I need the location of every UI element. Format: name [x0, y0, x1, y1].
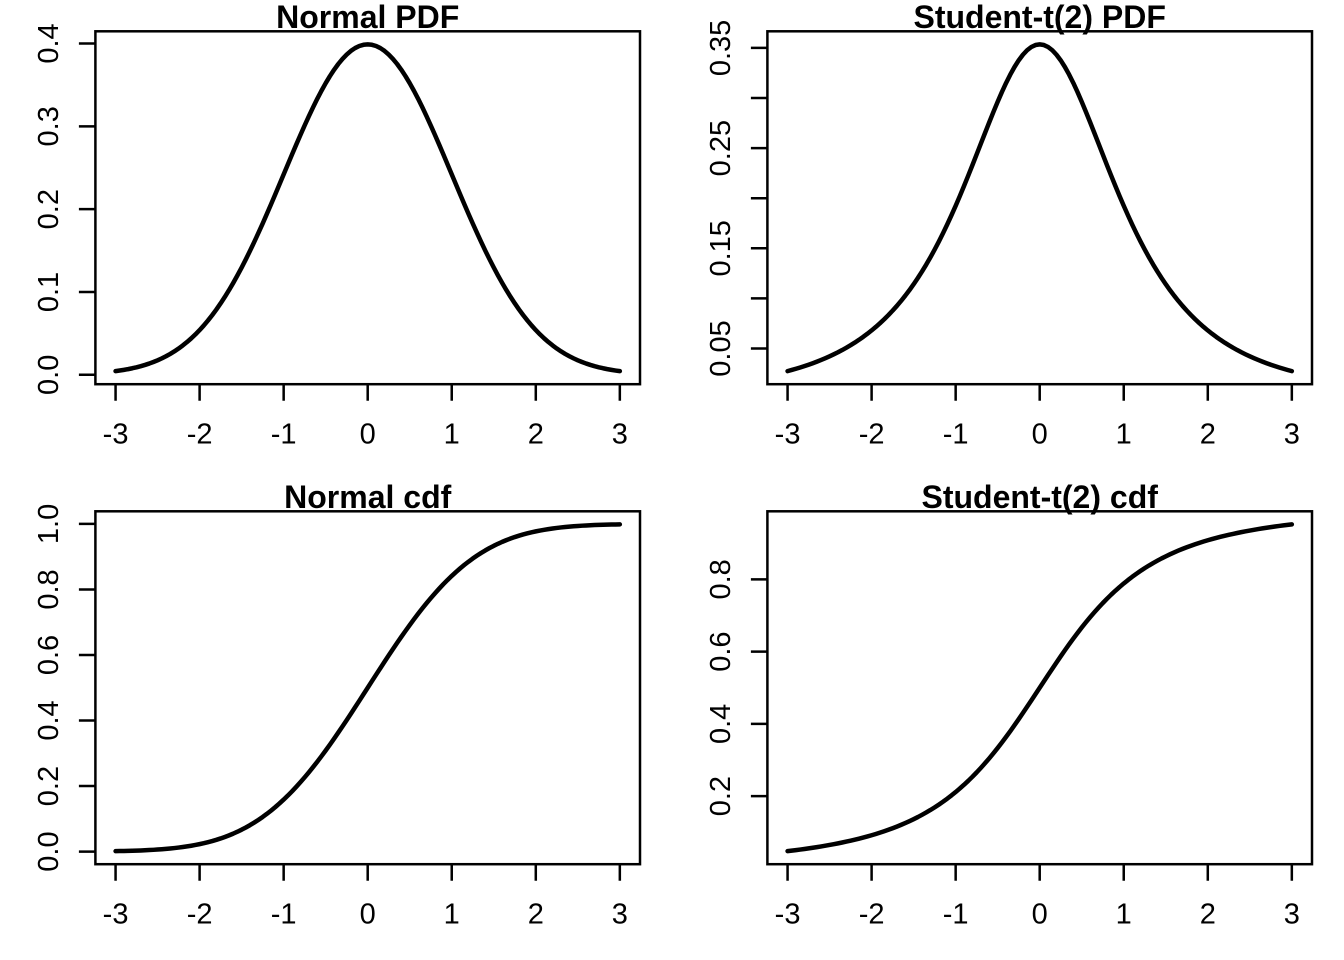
svg-text:Student-t(2) PDF: Student-t(2) PDF: [913, 0, 1165, 35]
svg-text:3: 3: [612, 419, 628, 451]
svg-text:0.8: 0.8: [705, 559, 737, 599]
svg-text:2: 2: [528, 419, 544, 451]
svg-text:0.3: 0.3: [33, 106, 65, 146]
svg-text:1: 1: [444, 419, 460, 451]
svg-text:-3: -3: [775, 419, 801, 451]
svg-text:-2: -2: [187, 899, 213, 931]
svg-text:0: 0: [360, 419, 376, 451]
svg-text:0.2: 0.2: [705, 776, 737, 816]
svg-text:0.4: 0.4: [33, 23, 65, 63]
svg-text:0.0: 0.0: [33, 831, 65, 871]
svg-text:-3: -3: [775, 899, 801, 931]
svg-text:-2: -2: [859, 899, 885, 931]
svg-text:1: 1: [444, 899, 460, 931]
svg-text:0.1: 0.1: [33, 272, 65, 312]
svg-text:0.25: 0.25: [705, 120, 737, 176]
svg-text:0.6: 0.6: [33, 635, 65, 675]
svg-text:0.4: 0.4: [33, 700, 65, 740]
svg-text:Normal cdf: Normal cdf: [284, 479, 451, 515]
svg-text:1.0: 1.0: [33, 504, 65, 544]
svg-text:-3: -3: [103, 419, 129, 451]
svg-text:0: 0: [1032, 899, 1048, 931]
svg-text:-1: -1: [271, 899, 297, 931]
svg-text:0: 0: [360, 899, 376, 931]
svg-text:0.8: 0.8: [33, 569, 65, 609]
svg-text:-1: -1: [943, 899, 969, 931]
svg-text:0.05: 0.05: [705, 320, 737, 376]
svg-text:1: 1: [1116, 899, 1132, 931]
svg-text:0.4: 0.4: [705, 704, 737, 744]
svg-text:0.0: 0.0: [33, 355, 65, 395]
svg-text:2: 2: [1200, 899, 1216, 931]
svg-text:3: 3: [1284, 899, 1300, 931]
svg-text:0.6: 0.6: [705, 631, 737, 671]
svg-text:-3: -3: [103, 899, 129, 931]
svg-text:Normal PDF: Normal PDF: [276, 0, 459, 35]
svg-text:0: 0: [1032, 419, 1048, 451]
svg-text:3: 3: [612, 899, 628, 931]
svg-text:0.35: 0.35: [705, 20, 737, 76]
svg-text:-2: -2: [187, 419, 213, 451]
svg-text:-1: -1: [271, 419, 297, 451]
svg-text:-1: -1: [943, 419, 969, 451]
svg-text:-2: -2: [859, 419, 885, 451]
svg-text:0.2: 0.2: [33, 766, 65, 806]
svg-text:3: 3: [1284, 419, 1300, 451]
svg-text:1: 1: [1116, 419, 1132, 451]
svg-text:2: 2: [528, 899, 544, 931]
svg-text:0.15: 0.15: [705, 220, 737, 276]
svg-text:0.2: 0.2: [33, 189, 65, 229]
svg-text:2: 2: [1200, 419, 1216, 451]
svg-text:Student-t(2) cdf: Student-t(2) cdf: [921, 479, 1158, 515]
